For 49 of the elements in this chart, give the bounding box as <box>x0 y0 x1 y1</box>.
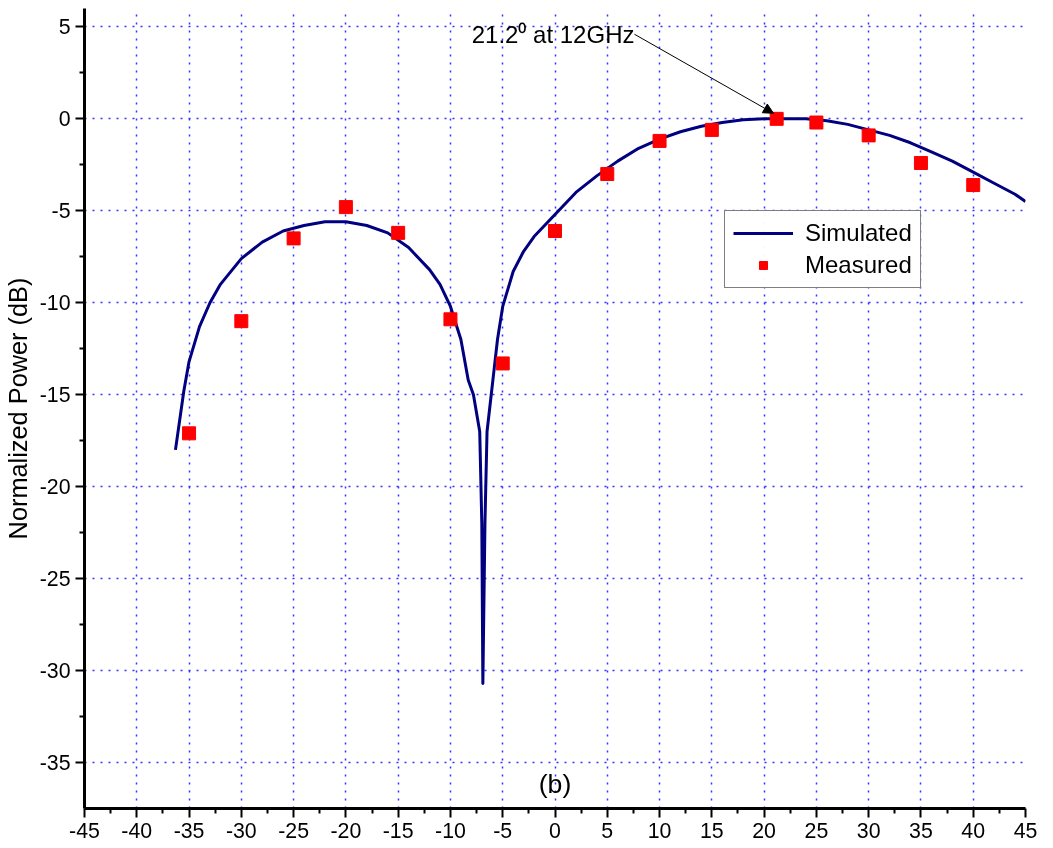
point <box>809 115 824 130</box>
annotation: (b) <box>538 768 572 799</box>
x-tick-label: -45 <box>69 818 100 843</box>
legend-label: Simulated <box>805 219 912 247</box>
point <box>234 314 249 329</box>
y-tick-label: 0 <box>58 107 71 132</box>
y-tick-label: -10 <box>39 291 71 316</box>
y-tick-label: -20 <box>39 475 71 500</box>
x-tick-label: 45 <box>1013 818 1038 843</box>
x-tick-label: 35 <box>909 818 933 843</box>
point <box>769 111 784 126</box>
annotation: 21.2⁰ at 12GHz <box>471 20 635 48</box>
point <box>600 167 615 182</box>
x-tick-label: 0 <box>549 818 562 843</box>
point <box>443 312 458 327</box>
x-tick-label: 10 <box>647 818 672 843</box>
x-tick-label: -25 <box>278 818 310 843</box>
point <box>861 128 876 143</box>
y-tick-label: 5 <box>58 15 71 40</box>
point <box>913 155 928 170</box>
legend-label: Measured <box>805 251 912 279</box>
x-tick-label: -10 <box>435 818 466 843</box>
x-tick-label: 5 <box>601 818 614 843</box>
x-tick-label: 30 <box>856 818 881 843</box>
x-tick-label: 15 <box>699 818 724 843</box>
y-tick-label: -35 <box>39 751 71 776</box>
x-tick-label: -15 <box>382 818 414 843</box>
point <box>495 356 510 371</box>
y-tick-label: -25 <box>39 567 71 592</box>
y-tick-label: -30 <box>39 659 71 684</box>
y-tick-label: -5 <box>51 199 71 224</box>
point <box>652 133 667 148</box>
point <box>966 178 981 193</box>
y-tick-label: -15 <box>39 383 71 408</box>
x-tick-label: 20 <box>752 818 777 843</box>
point <box>182 426 197 441</box>
point <box>704 122 719 137</box>
x-tick-label: -30 <box>225 818 257 843</box>
x-tick-label: 25 <box>804 818 829 843</box>
y-axis-title: Normalized Power (dB) <box>3 277 32 540</box>
x-tick-label: 40 <box>961 818 986 843</box>
point <box>286 231 301 246</box>
point <box>391 225 406 240</box>
x-tick-label: -5 <box>493 818 513 843</box>
x-tick-label: -20 <box>330 818 362 843</box>
point <box>548 224 562 239</box>
point <box>338 200 353 215</box>
x-tick-label: -35 <box>173 818 205 843</box>
x-tick-label: -40 <box>121 818 153 843</box>
